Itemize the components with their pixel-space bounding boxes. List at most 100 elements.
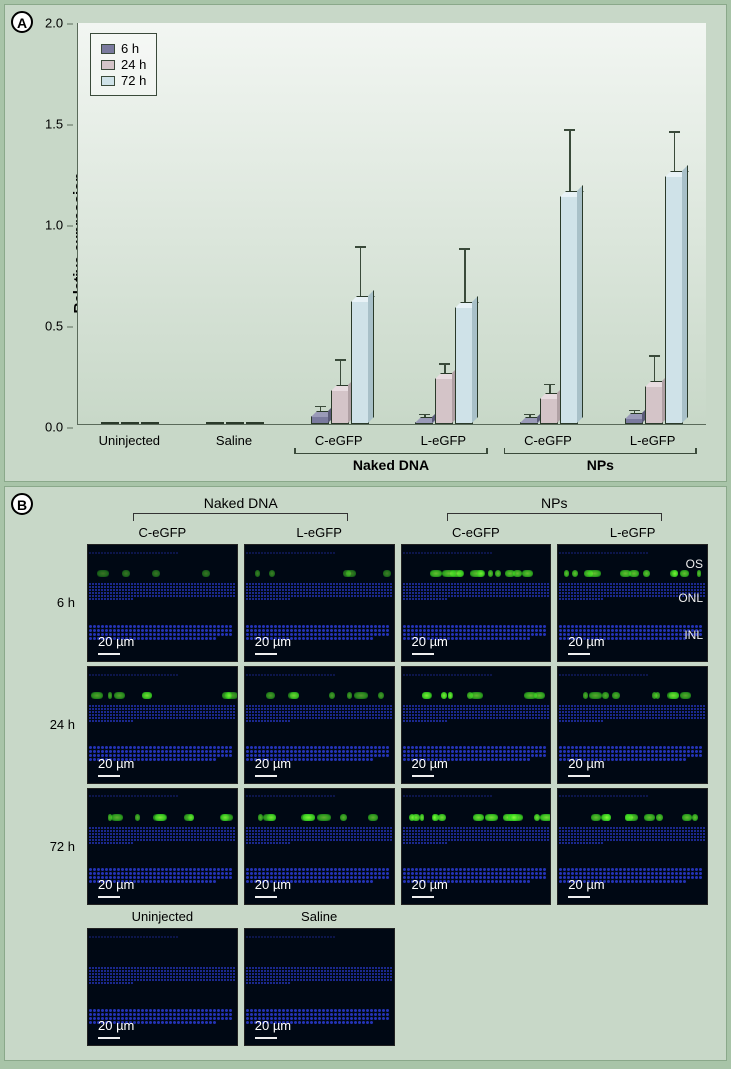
error-bar [569, 130, 571, 191]
scale-bar [255, 653, 277, 655]
legend-swatch [101, 60, 115, 70]
micrograph: 20 µm [87, 788, 238, 906]
bar-group [206, 422, 264, 424]
legend-item: 24 h [101, 57, 146, 72]
legend-label: 6 h [121, 41, 139, 56]
micrograph: 20 µm [244, 666, 395, 784]
error-bar [444, 364, 446, 372]
panel-b-label: B [11, 493, 33, 515]
column-group-label: NPs [401, 495, 709, 511]
error-bar [654, 356, 656, 380]
bar-group [415, 307, 473, 424]
micrograph: 20 µm [401, 666, 552, 784]
scale-label: 20 µm [412, 634, 448, 649]
scale-label: 20 µm [568, 877, 604, 892]
legend-label: 72 h [121, 73, 146, 88]
bar [206, 422, 224, 424]
y-tick: 0.0 [45, 420, 63, 435]
error-bar [360, 247, 362, 295]
bar-group [520, 196, 578, 424]
bar [331, 390, 349, 424]
y-tick: 1.5 [45, 117, 63, 132]
bar [520, 422, 538, 424]
y-tick: 2.0 [45, 16, 63, 31]
micrograph: 20 µm [557, 788, 708, 906]
micrograph: 20 µm [244, 788, 395, 906]
column-label: L-eGFP [557, 525, 708, 540]
error-bar [424, 415, 426, 417]
error-bar [529, 415, 531, 417]
scale-bar [412, 896, 434, 898]
legend-swatch [101, 76, 115, 86]
legend-label: 24 h [121, 57, 146, 72]
scale-label: 20 µm [412, 756, 448, 771]
retina-layer-label: INL [684, 628, 703, 642]
micrograph: 20 µm [87, 666, 238, 784]
x-tick-label: L-eGFP [421, 433, 467, 448]
scale-label: 20 µm [255, 634, 291, 649]
bar [351, 301, 369, 424]
micrograph: 20 µm [87, 544, 238, 662]
micrograph: 20 µm [87, 928, 238, 1046]
bar [121, 422, 139, 424]
scale-label: 20 µm [412, 877, 448, 892]
bar-chart: 6 h24 h72 h [77, 23, 706, 425]
x-tick-label: Uninjected [99, 433, 160, 448]
error-bar [464, 249, 466, 302]
retina-layer-label: OS [686, 557, 703, 571]
bar-group [311, 301, 369, 424]
bar [101, 422, 119, 424]
panel-a-label: A [11, 11, 33, 33]
scale-bar [568, 775, 590, 777]
legend: 6 h24 h72 h [90, 33, 157, 96]
bar [645, 386, 663, 424]
y-tick: 0.5 [45, 319, 63, 334]
bar [246, 422, 264, 424]
error-bar [340, 360, 342, 384]
micrograph: 20 µm [401, 544, 552, 662]
y-tick: 1.0 [45, 218, 63, 233]
scale-bar [412, 653, 434, 655]
legend-item: 72 h [101, 73, 146, 88]
error-bar [674, 132, 676, 170]
micrograph: 20 µm [244, 544, 395, 662]
bar-group [625, 176, 683, 424]
column-label: C-eGFP [401, 525, 552, 540]
scale-bar [255, 896, 277, 898]
scale-label: 20 µm [98, 756, 134, 771]
x-tick-label: C-eGFP [315, 433, 363, 448]
column-label: L-eGFP [244, 525, 395, 540]
column-label: C-eGFP [87, 525, 238, 540]
row-label: 6 h [23, 595, 81, 610]
scale-bar [98, 775, 120, 777]
scale-label: 20 µm [98, 1018, 134, 1033]
bar [141, 422, 159, 424]
scale-bar [255, 1037, 277, 1039]
group-label: NPs [587, 457, 614, 473]
row-label: 72 h [23, 839, 81, 854]
bar-group [101, 422, 159, 424]
x-tick-label: C-eGFP [524, 433, 572, 448]
error-bar [549, 385, 551, 393]
retina-layer-label: ONL [678, 591, 703, 605]
column-label: Saline [244, 909, 395, 924]
column-group: NPs [401, 495, 709, 521]
error-bar [320, 407, 322, 411]
micrograph: 20 µm [244, 928, 395, 1046]
bar [560, 196, 578, 424]
column-label: Uninjected [87, 909, 238, 924]
scale-label: 20 µm [255, 877, 291, 892]
scale-label: 20 µm [98, 634, 134, 649]
bar [435, 378, 453, 424]
bar [226, 422, 244, 424]
scale-bar [98, 1037, 120, 1039]
column-group: Naked DNA [87, 495, 395, 521]
row-label: 24 h [23, 717, 81, 732]
bar [415, 422, 433, 424]
scale-label: 20 µm [255, 756, 291, 771]
column-group-label: Naked DNA [87, 495, 395, 511]
bar [625, 418, 643, 424]
bar [311, 416, 329, 424]
bar [540, 398, 558, 424]
scale-bar [98, 896, 120, 898]
